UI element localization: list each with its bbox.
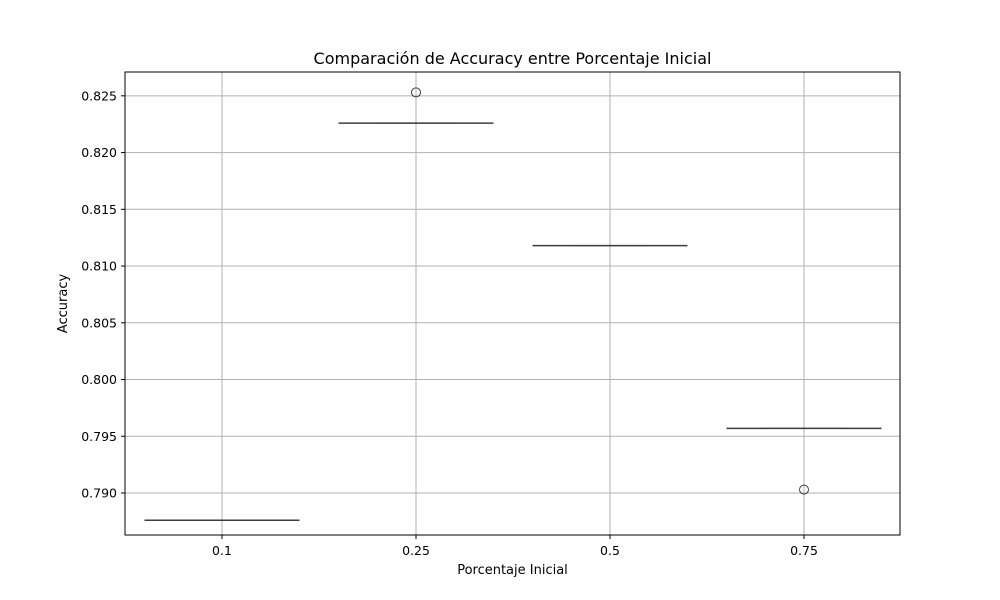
y-tick-label: 0.810 [81, 259, 117, 274]
x-tick-label: 0.25 [402, 543, 430, 558]
chart-title: Comparación de Accuracy entre Porcentaje… [314, 49, 712, 68]
y-tick-label: 0.800 [81, 372, 117, 387]
y-tick-label: 0.795 [81, 429, 117, 444]
y-tick-label: 0.805 [81, 315, 117, 330]
x-tick-label: 0.5 [600, 543, 620, 558]
outlier-point [799, 484, 809, 495]
y-tick-label: 0.815 [81, 202, 117, 217]
outlier-point [411, 87, 421, 98]
y-tick-label: 0.825 [81, 88, 117, 103]
plot-frame [124, 71, 901, 536]
grid-lines [125, 72, 900, 535]
x-tick-label: 0.75 [790, 543, 818, 558]
box-series [144, 87, 882, 521]
y-tick-label: 0.790 [81, 486, 117, 501]
x-axis-label: Porcentaje Inicial [457, 563, 568, 578]
y-tick-label: 0.820 [81, 145, 117, 160]
x-tick-label: 0.1 [212, 543, 232, 558]
y-axis-label: Accuracy [56, 274, 71, 334]
axis-ticks: 0.790 0.795 0.800 0.805 0.810 0.815 0.820 0.825… [81, 88, 818, 558]
